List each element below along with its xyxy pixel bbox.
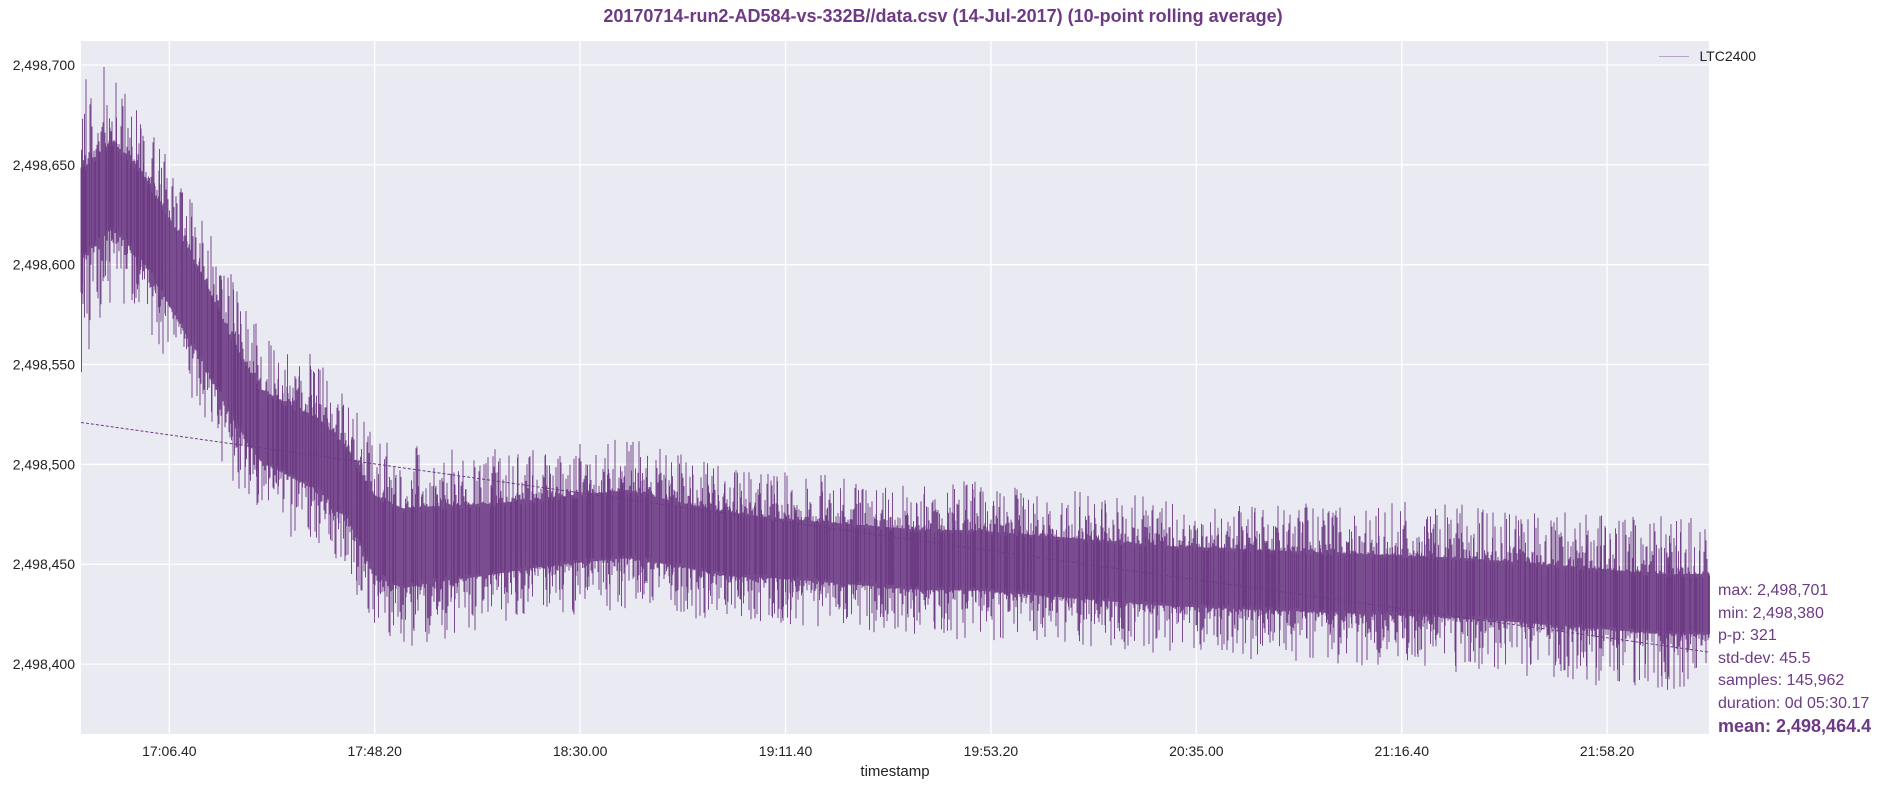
- x-tick-label: 19:53.20: [964, 743, 1019, 759]
- legend-label: LTC2400: [1699, 48, 1756, 64]
- series-ltc2400: [80, 67, 1710, 690]
- chart-title: 20170714-run2-AD584-vs-332B//data.csv (1…: [603, 6, 1283, 26]
- y-tick-label: 2,498,700: [13, 57, 75, 73]
- stat-mean: mean: 2,498,464.4: [1718, 716, 1872, 736]
- legend-swatch: [1659, 55, 1690, 57]
- y-tick-label: 2,498,600: [13, 257, 75, 273]
- y-tick-label: 2,498,450: [13, 556, 75, 572]
- stat-peak-to-peak: p-p: 321: [1718, 627, 1777, 644]
- x-tick-label: 21:16.40: [1374, 743, 1429, 759]
- legend[interactable]: LTC2400: [1659, 48, 1756, 64]
- stat-std-dev: std-dev: 45.5: [1718, 649, 1811, 667]
- x-tick-label: 21:58.20: [1580, 743, 1635, 759]
- x-tick-label: 18:30.00: [553, 743, 608, 759]
- y-axis-ticks: 2,498,400 2,498,450 2,498,500 2,498,550 2,49…: [13, 57, 75, 672]
- x-tick-label: 20:35.00: [1169, 743, 1224, 759]
- x-axis-ticks: 17:06.40 17:48.20 18:30.00 19:11.40 19:53.20…: [142, 743, 1634, 759]
- stats-panel: max: 2,498,701 min: 2,498,380 p-p: 321 s…: [1718, 580, 1871, 738]
- stat-max: max: 2,498,701: [1718, 582, 1829, 599]
- stat-duration: duration: 0d 05:30.17: [1718, 694, 1870, 712]
- y-tick-label: 2,498,650: [13, 157, 75, 173]
- stat-samples: samples: 145,962: [1718, 672, 1845, 689]
- y-tick-label: 2,498,400: [13, 656, 75, 672]
- trend-dashed-line: [80, 421, 1710, 653]
- trend-line: [80, 421, 1710, 653]
- x-axis-label: timestamp: [860, 763, 929, 780]
- ltc2400-series-line: [80, 67, 1710, 690]
- x-tick-label: 17:48.20: [347, 743, 402, 759]
- x-tick-label: 19:11.40: [759, 743, 813, 759]
- y-tick-label: 2,498,500: [13, 456, 75, 472]
- stat-min: min: 2,498,380: [1718, 604, 1824, 622]
- y-tick-label: 2,498,550: [13, 357, 75, 373]
- x-tick-label: 17:06.40: [142, 743, 197, 759]
